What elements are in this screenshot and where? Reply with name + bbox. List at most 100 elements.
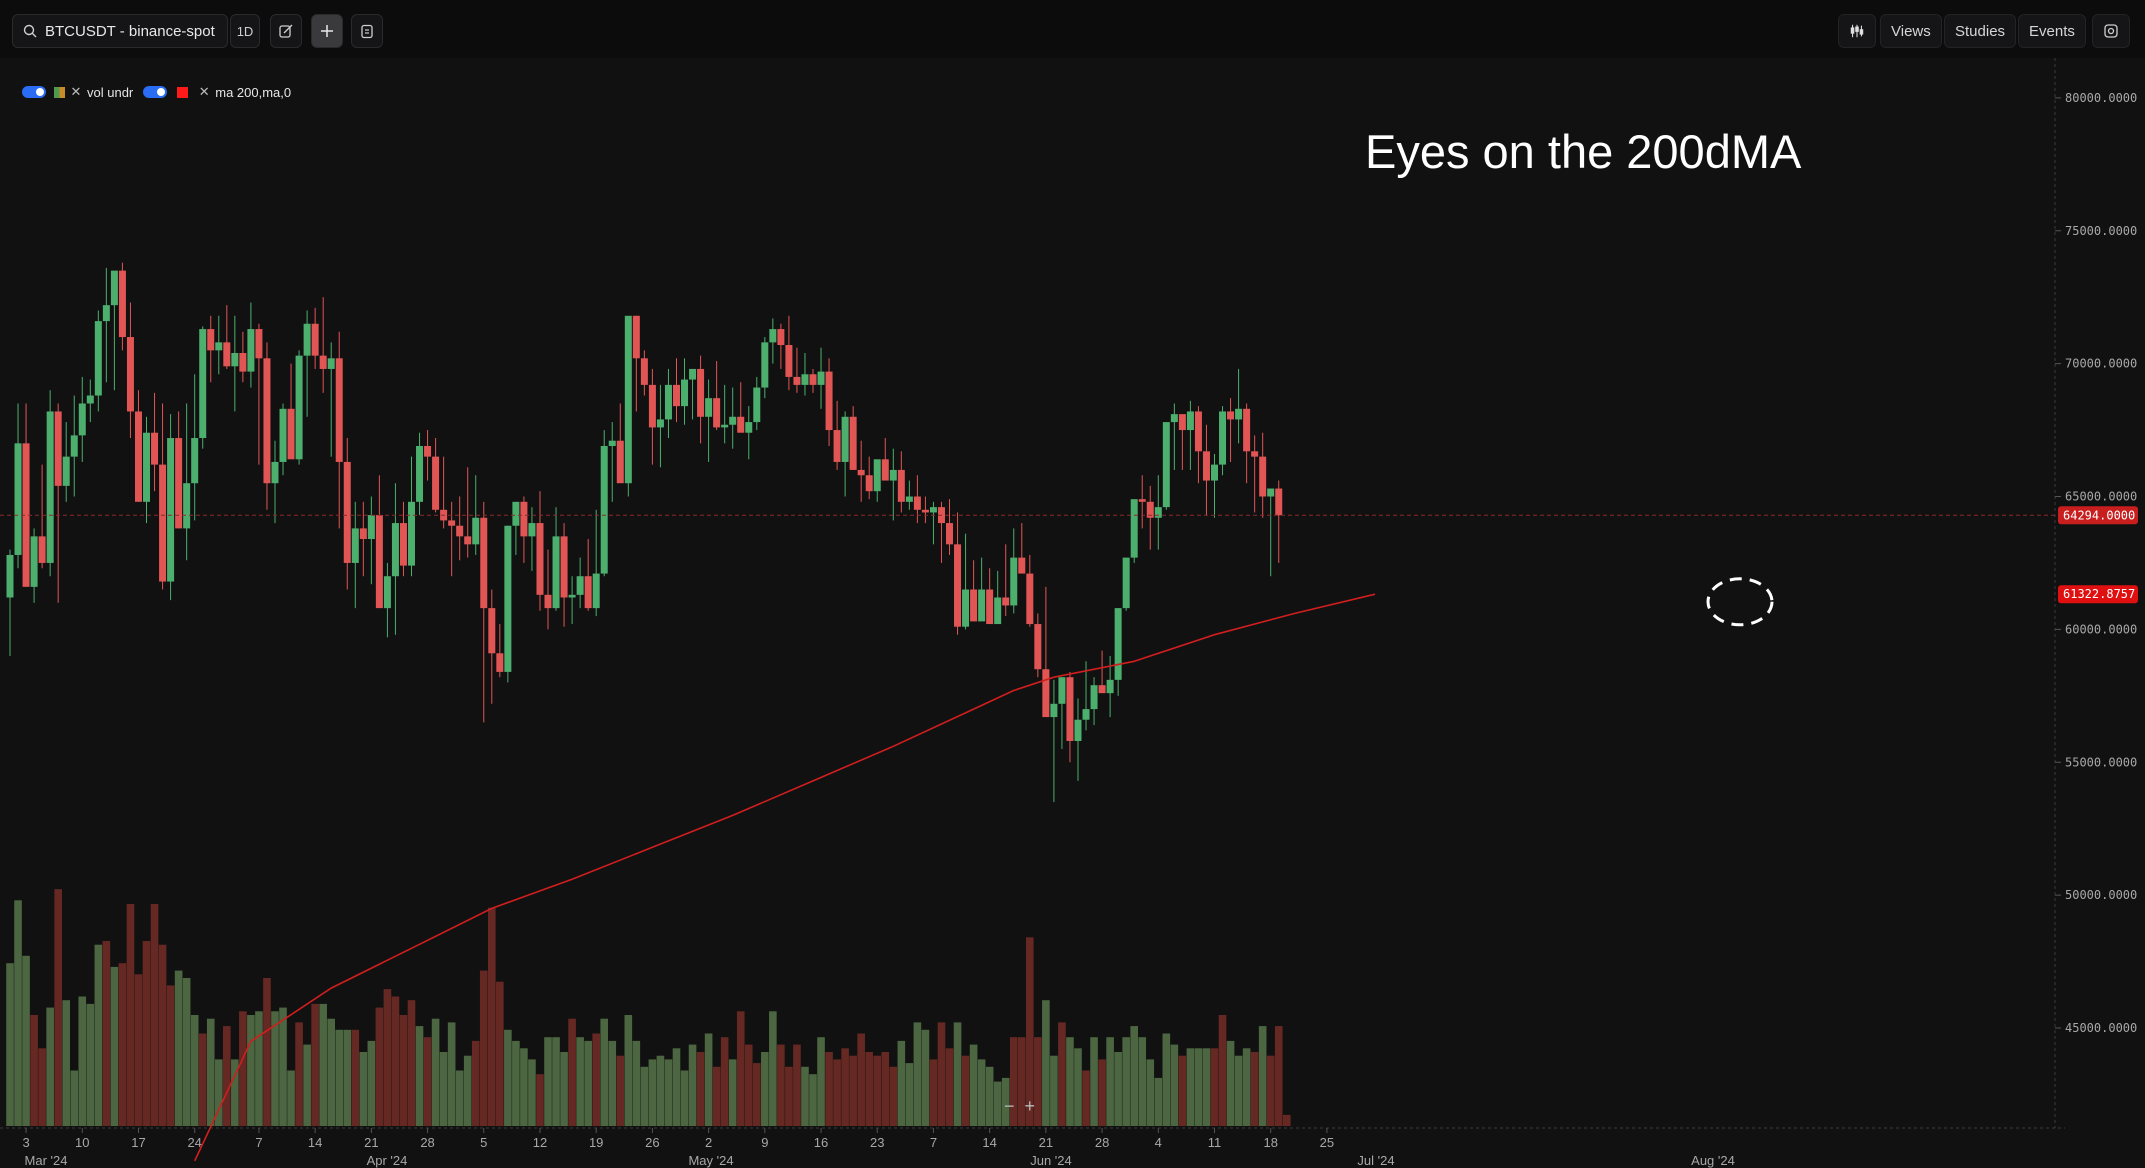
x-tick-label: 28	[420, 1135, 434, 1150]
volume-bar	[231, 1059, 239, 1126]
settings-button[interactable]	[2092, 14, 2130, 48]
volume-bar	[873, 1055, 882, 1126]
candle-body	[359, 528, 367, 540]
volume-bar	[616, 1055, 625, 1126]
volume-bar	[696, 1052, 705, 1126]
candle-body	[616, 440, 624, 484]
study1-toggle[interactable]	[22, 86, 46, 98]
candle-body	[849, 416, 857, 470]
volume-bar	[1138, 1037, 1147, 1126]
candle-body	[1018, 557, 1026, 574]
candle-body	[199, 329, 207, 439]
candle-body	[994, 597, 1002, 625]
x-tick-label: 16	[814, 1135, 828, 1150]
interval-button[interactable]: 1D	[230, 14, 260, 48]
study2-close-icon[interactable]: ✕	[198, 84, 210, 99]
zoom-out-icon[interactable]: −	[1004, 1096, 1015, 1116]
candle-body	[504, 525, 512, 672]
candle-body	[1066, 677, 1074, 741]
candle-body	[343, 461, 351, 563]
volume-bar	[672, 1048, 681, 1126]
price-chart[interactable]: 80000.0000 75000.0000 70000.0000 65000.0000…	[0, 58, 2145, 1168]
study1-label: vol undr	[87, 84, 134, 100]
volume-bar	[271, 1011, 279, 1126]
x-tick-label: 17	[131, 1135, 145, 1150]
candle-body	[223, 342, 231, 367]
annotation-circle	[1706, 577, 1774, 627]
candle-body	[1227, 411, 1235, 420]
volume-bar	[793, 1044, 801, 1126]
x-month-label: Aug '24	[1691, 1153, 1735, 1168]
candle-body	[191, 438, 199, 484]
x-month-label: Apr '24	[367, 1153, 408, 1168]
candle-body	[30, 536, 38, 587]
views-button[interactable]: Views	[1880, 14, 1942, 48]
candle-body	[1098, 685, 1106, 694]
candle-body	[1202, 451, 1210, 481]
candle-body	[512, 501, 520, 526]
volume-bar	[102, 941, 111, 1126]
candle-body	[632, 315, 640, 359]
volume-bar	[576, 1037, 584, 1126]
candle-body	[1251, 451, 1259, 457]
volume-bar	[656, 1055, 665, 1126]
volume-bar	[1009, 1037, 1018, 1126]
candle-body	[825, 371, 833, 431]
add-button[interactable]	[311, 14, 343, 48]
candle-body	[520, 501, 528, 537]
zoom-in-icon[interactable]: +	[1024, 1096, 1036, 1116]
candle-body	[22, 443, 30, 587]
volume-bar	[343, 1029, 352, 1126]
candle-body	[576, 576, 584, 595]
chart-type-button[interactable]	[1838, 14, 1876, 48]
symbol-search-button[interactable]: BTCUSDT - binance-spot	[12, 14, 228, 48]
studies-button[interactable]: Studies	[1944, 14, 2017, 48]
volume-bar	[769, 1011, 777, 1126]
volume-bar	[1058, 1022, 1066, 1126]
volume-bar	[223, 1026, 231, 1126]
volume-bar	[239, 1011, 247, 1126]
candle-body	[6, 554, 14, 598]
notes-button[interactable]	[351, 14, 383, 48]
volume-bar	[945, 1048, 954, 1126]
volume-bar	[14, 900, 22, 1126]
study2-toggle[interactable]	[143, 86, 168, 98]
candle-body	[231, 352, 239, 367]
volume-bar	[801, 1066, 809, 1126]
candle-body	[62, 456, 70, 486]
volume-bar	[311, 1003, 319, 1126]
candle-body	[1170, 414, 1178, 423]
candle-body	[584, 576, 592, 609]
volume-bar	[1210, 1048, 1219, 1126]
volume-bar	[728, 1059, 737, 1126]
candle-body	[841, 416, 849, 462]
candle-body	[689, 368, 697, 380]
study1-color-swatch[interactable]	[54, 86, 65, 98]
volume-bar	[825, 1052, 833, 1126]
candle-body	[14, 443, 22, 555]
volume-bar	[30, 1015, 38, 1126]
study1-close-icon[interactable]: ✕	[70, 84, 82, 99]
volume-bar	[1274, 1026, 1283, 1126]
volume-bar	[1146, 1059, 1155, 1126]
volume-bar	[142, 941, 151, 1126]
candle-body	[70, 435, 78, 457]
x-tick-label: 9	[761, 1135, 768, 1150]
candle-body	[986, 589, 994, 625]
events-button[interactable]: Events	[2018, 14, 2086, 48]
y-tick-label: 65000.0000	[2065, 490, 2137, 504]
volume-bar	[38, 1048, 46, 1126]
draw-tool-button[interactable]	[270, 14, 302, 48]
study2-color-swatch[interactable]	[177, 86, 189, 98]
x-month-label: Jul '24	[1357, 1153, 1394, 1168]
volume-bar	[190, 1015, 199, 1126]
volume-bar	[1266, 1055, 1275, 1126]
volume-bar	[1122, 1037, 1130, 1126]
volume-bar	[496, 981, 504, 1126]
volume-bar	[439, 1052, 448, 1126]
x-month-label: May '24	[688, 1153, 733, 1168]
chart-annotation-text: Eyes on the 200dMA	[1365, 125, 1802, 178]
candle-body	[287, 408, 295, 460]
candle-body	[1050, 703, 1058, 718]
y-tick-label: 75000.0000	[2065, 224, 2137, 238]
